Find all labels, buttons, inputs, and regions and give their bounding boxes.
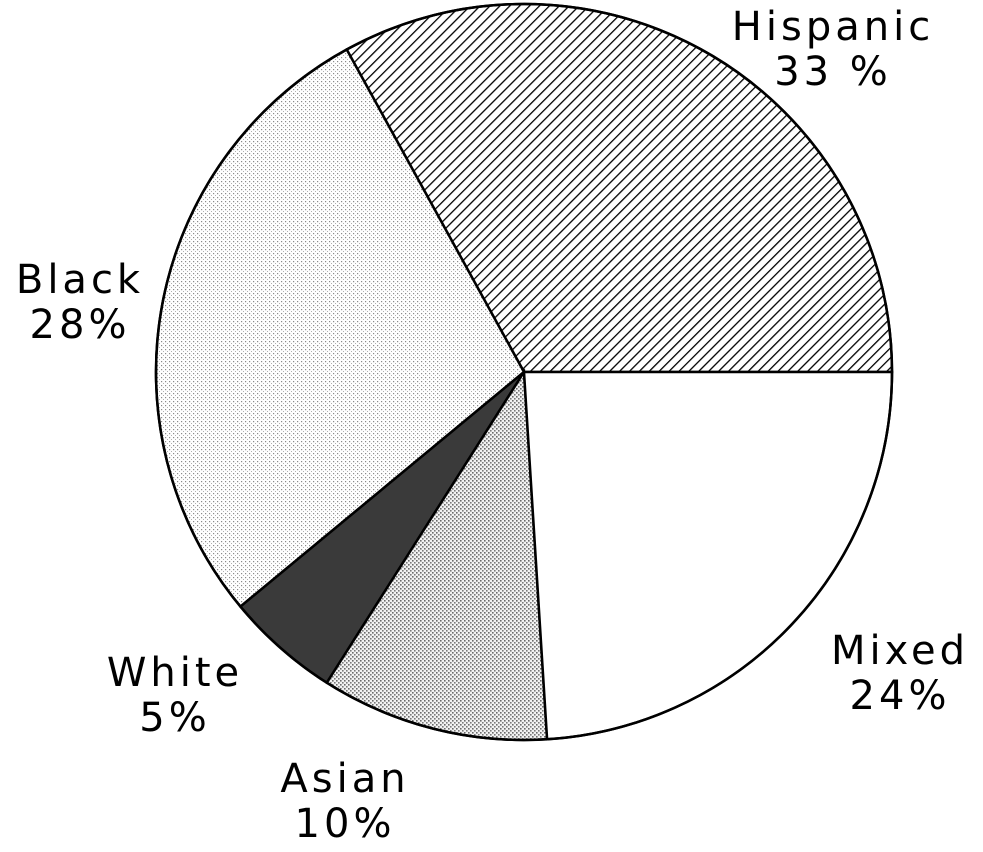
slice-label-mixed: Mixed	[831, 628, 969, 674]
slice-label-white: White	[107, 650, 243, 696]
slice-value-label-black: 28%	[30, 302, 131, 348]
slice-value-label-mixed: 24%	[850, 673, 951, 719]
slice-value-label-asian: 10%	[295, 801, 396, 847]
pie-slice-mixed	[522, 370, 894, 741]
pie-outline	[154, 2, 894, 742]
pie-slices	[154, 2, 894, 742]
slice-label-black: Black	[16, 257, 144, 303]
slice-label-asian: Asian	[280, 756, 409, 802]
slice-value-label-hispanic: 33 %	[774, 49, 892, 95]
slice-label-hispanic: Hispanic	[732, 4, 934, 50]
slice-value-label-white: 5%	[139, 695, 210, 741]
